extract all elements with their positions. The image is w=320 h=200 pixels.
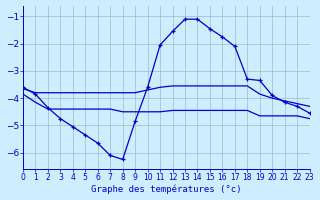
X-axis label: Graphe des températures (°c): Graphe des températures (°c): [91, 185, 242, 194]
